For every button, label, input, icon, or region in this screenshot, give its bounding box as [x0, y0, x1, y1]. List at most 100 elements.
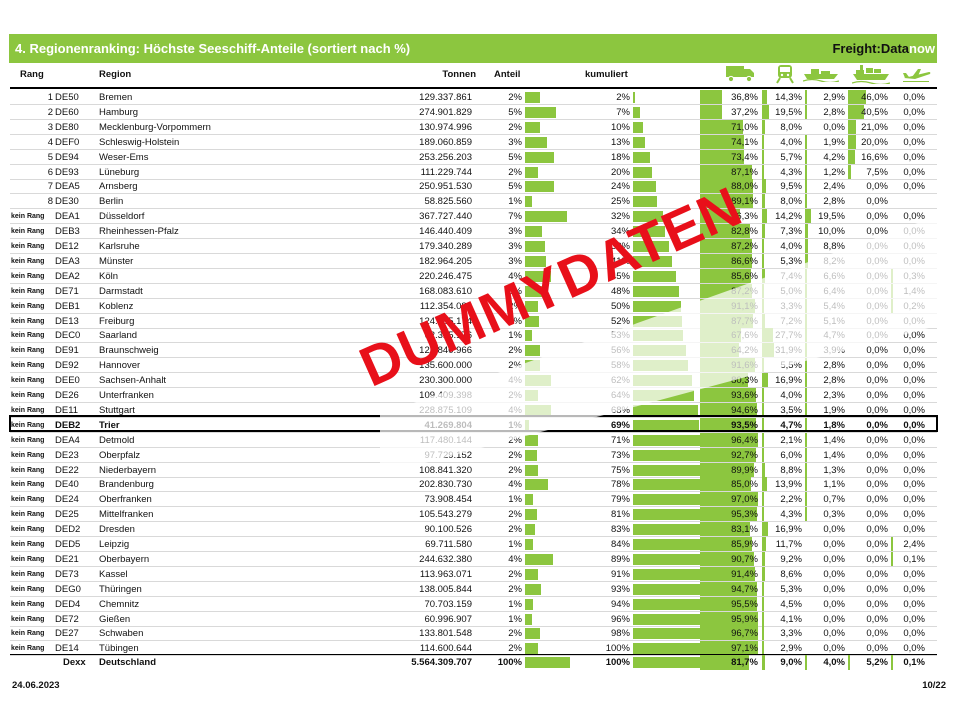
kumuliert-bar [633, 643, 728, 655]
kumuliert-bar [633, 360, 689, 372]
mode-bar-2 [805, 164, 807, 180]
mode-bar-2 [805, 104, 807, 120]
table-row: kein Rang DEB1 Koblenz 112.354.088 2% 50% 91,1… [10, 298, 937, 314]
region-code: DED2 [55, 524, 81, 536]
anteil-value: 3% [508, 136, 522, 148]
mode-share-air: 0,0% [903, 136, 925, 148]
mode-share-inland-ship: 1,2% [823, 166, 845, 178]
tonnen-value: 182.964.205 [419, 255, 472, 267]
region-code: DEB1 [55, 300, 80, 312]
mode-bar-0 [700, 626, 759, 642]
kumuliert-bar [633, 583, 722, 595]
table-row: kein Rang DE91 Braunschweig 127.840.966 2% 56… [10, 343, 937, 359]
mode-share-inland-ship: 4,0% [823, 657, 845, 668]
region-code: DE23 [55, 449, 79, 461]
region-name: Freiburg [99, 315, 135, 327]
region-name: Schleswig-Holstein [99, 136, 180, 148]
row-divider [10, 565, 937, 567]
kumuliert-value: 34% [610, 226, 630, 238]
mode-bar-0 [700, 537, 752, 552]
mode-bar-0 [700, 194, 754, 210]
mode-share-air: 0,0% [903, 494, 925, 506]
mode-share-air: 0,0% [903, 181, 925, 193]
table-row: kein Rang DE72 Gießen 60.996.907 1% 96% 95,9% 4… [10, 611, 937, 627]
tonnen-value: 189.060.859 [419, 136, 472, 148]
row-divider [10, 625, 937, 627]
table-row: kein Rang DEC0 Saarland 62.325.176 1% 53% 67,6… [10, 328, 937, 344]
mode-bar-2 [805, 492, 807, 508]
kumuliert-value: 94% [610, 598, 630, 610]
rank-cell: kein Rang [11, 511, 45, 519]
kumuliert-bar [633, 181, 656, 193]
kumuliert-value: 25% [610, 196, 630, 208]
mode-bar-3 [848, 149, 855, 165]
mode-bar-1 [762, 134, 764, 150]
row-divider [10, 163, 937, 165]
mode-share-sea-ship: 0,0% [866, 583, 888, 595]
mode-bar-2 [805, 477, 807, 493]
kumuliert-value: 83% [610, 524, 630, 536]
mode-share-rail: 4,0% [780, 136, 802, 148]
rank-cell: 6 [47, 166, 53, 178]
mode-share-air: 0,0% [903, 166, 925, 178]
anteil-value: 3% [508, 241, 522, 252]
mode-share-rail: 9,2% [780, 553, 802, 565]
mode-bar-2 [805, 507, 807, 523]
mode-share-sea-ship: 20,0% [861, 136, 888, 148]
anteil-bar [525, 583, 541, 595]
anteil-bar [525, 509, 538, 521]
mode-share-rail: 2,2% [780, 494, 802, 506]
mode-bar-3 [848, 104, 865, 120]
footer-date: 24.06.2023 [12, 680, 60, 691]
region-name: Brandenburg [99, 479, 154, 491]
mode-bar-1 [762, 507, 764, 523]
rank-cell: kein Rang [11, 406, 45, 414]
rank-cell: kein Rang [11, 585, 45, 593]
region-code: DEA5 [55, 181, 80, 193]
mode-share-air: 0,0% [903, 106, 925, 118]
mode-bar-1 [762, 194, 766, 210]
mode-share-sea-ship: 0,0% [866, 494, 888, 506]
anteil-bar [525, 255, 547, 267]
table-row: 4 DEF0 Schleswig-Holstein 189.060.859 3% 13% 7… [10, 134, 937, 150]
mode-bar-4 [891, 537, 893, 552]
mode-bar-2 [805, 134, 807, 150]
region-name: Dresden [99, 524, 135, 536]
anteil-value: 2% [508, 434, 522, 446]
mode-share-air: 0,3% [903, 270, 925, 282]
anteil-value: 2% [508, 568, 522, 580]
anteil-bar [525, 628, 541, 640]
mode-share-inland-ship: 0,7% [823, 494, 845, 506]
region-name: Detmold [99, 434, 135, 446]
mode-bar-0 [700, 551, 755, 567]
kumuliert-value: 100% [605, 657, 630, 668]
page-number: 10/22 [922, 680, 946, 691]
rank-cell: kein Rang [11, 317, 45, 325]
kumuliert-bar [633, 151, 651, 163]
mode-bar-3 [848, 655, 851, 670]
table-row: 7 DEA5 Arnsberg 250.951.530 5% 24% 88,0% 9,5% 2,… [10, 179, 937, 195]
mode-bar-1 [762, 492, 764, 508]
anteil-bar [525, 449, 537, 461]
mode-share-truck: 96,7% [731, 628, 758, 640]
page-title: 4. Regionenranking: Höchste Seeschiff-An… [15, 41, 411, 56]
anteil-value: 2% [508, 315, 522, 327]
kumuliert-bar [633, 464, 705, 476]
kumuliert-bar [633, 613, 725, 625]
anteil-value: 2% [508, 121, 522, 133]
row-divider [10, 148, 937, 150]
mode-share-rail: 5,3% [780, 583, 802, 595]
region-code: DE80 [55, 121, 79, 133]
anteil-bar [525, 92, 540, 103]
anteil-value: 5% [508, 106, 522, 118]
anteil-value: 4% [508, 270, 522, 282]
sea-ship-icon [852, 65, 890, 84]
airplane-icon [903, 69, 931, 82]
kumuliert-value: 50% [610, 300, 630, 312]
mode-bar-1 [762, 537, 767, 552]
kumuliert-value: 91% [610, 568, 630, 580]
region-name: Mecklenburg-Vorpommern [99, 121, 211, 133]
row-divider [10, 580, 937, 582]
mode-share-air: 0,1% [903, 553, 925, 565]
inland-ship-icon [803, 69, 839, 82]
